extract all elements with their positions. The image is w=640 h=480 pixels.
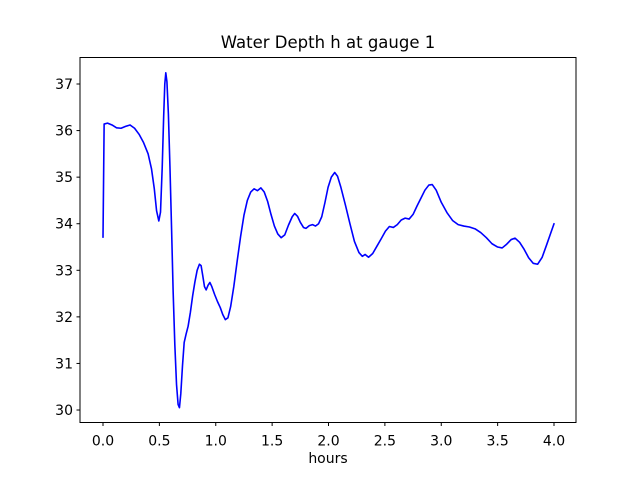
- x-tick-label: 3.5: [487, 434, 509, 450]
- y-tick-label: 30: [55, 403, 73, 419]
- y-tick-label: 32: [55, 310, 73, 326]
- y-tick-label: 35: [55, 170, 73, 186]
- x-tick-label: 3.0: [430, 434, 452, 450]
- y-tick-label: 34: [55, 217, 73, 233]
- x-tick-label: 0.5: [148, 434, 170, 450]
- x-tick-label: 4.0: [543, 434, 565, 450]
- y-tick-label: 36: [55, 124, 73, 140]
- x-axis-label: hours: [308, 451, 348, 467]
- y-tick-label: 31: [55, 356, 73, 372]
- x-tick-label: 2.0: [317, 434, 339, 450]
- chart-title: Water Depth h at gauge 1: [220, 33, 436, 52]
- x-tick-label: 0.0: [92, 434, 114, 450]
- x-tick-label: 1.5: [261, 434, 283, 450]
- water-depth-line: [102, 72, 555, 409]
- axis-tick-labels: 0.0 0.5 1.0 1.5 2.0 2.5 3.0 3.5 4.0 30 31 32 33 34 35 3…: [55, 77, 565, 449]
- x-tick-label: 2.5: [374, 434, 396, 450]
- x-tick-label: 1.0: [205, 434, 227, 450]
- y-tick-label: 33: [55, 263, 73, 279]
- plot-area-border: [79, 57, 577, 423]
- axis-ticks: [76, 83, 555, 426]
- y-tick-label: 37: [55, 77, 73, 93]
